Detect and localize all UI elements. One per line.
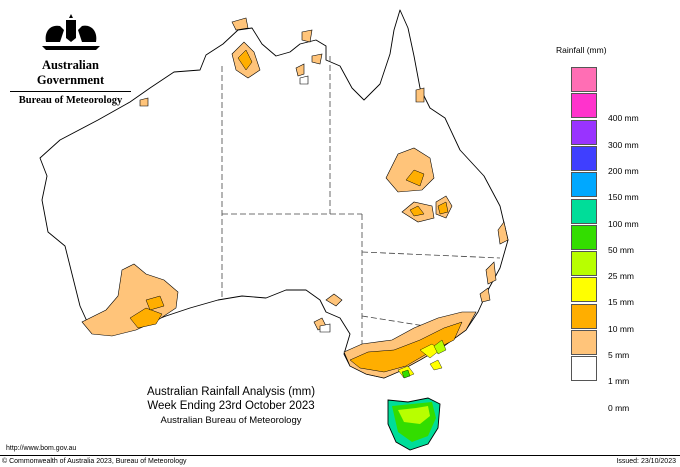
legend-label: 0 mm <box>608 402 630 413</box>
coat-of-arms-icon <box>41 14 100 50</box>
bureau-name: Bureau of Meteorology <box>18 95 123 106</box>
legend-label: 10 mm <box>608 323 634 334</box>
government-name: Australian Government <box>36 58 105 87</box>
legend-swatch <box>571 277 597 303</box>
legend-label: 100 mm <box>608 218 639 229</box>
coastal-islands <box>299 75 331 333</box>
issued-date: Issued: 23/10/2023 <box>616 458 676 465</box>
rain-victoria-heavy <box>397 339 447 379</box>
bom-url: http://www.bom.gov.au <box>6 445 77 452</box>
legend-label: 400 mm <box>608 113 639 124</box>
government-logo: Australian Government Bureau of Meteorol… <box>8 12 133 106</box>
legend-label: 15 mm <box>608 297 634 308</box>
legend-swatch <box>571 172 597 198</box>
legend-swatch <box>571 145 597 171</box>
legend-swatch <box>571 303 597 329</box>
legend-label: 50 mm <box>608 244 634 255</box>
rain-5mm-areas <box>129 49 463 373</box>
title-line-1: Australian Rainfall Analysis (mm) <box>146 386 316 398</box>
legend-swatch <box>571 93 597 119</box>
legend-swatch <box>571 251 597 277</box>
legend-swatch <box>571 198 597 224</box>
legend-label: 5 mm <box>608 350 630 360</box>
copyright-text: © Commonwealth of Australia 2023, Bureau… <box>2 458 187 465</box>
legend-swatch <box>571 356 597 382</box>
legend-swatch <box>571 330 597 355</box>
title-line-2: Week Ending 23rd October 2023 <box>147 400 315 412</box>
legend-title: Rainfall (mm) <box>556 45 607 55</box>
legend-label: 150 mm <box>608 192 639 203</box>
legend-label: 200 mm <box>608 165 639 176</box>
map-title: Australian Rainfall Analysis (mm) Week E… <box>116 386 346 426</box>
tasmania-rain-25 <box>398 406 430 424</box>
legend-swatch <box>571 119 597 145</box>
footer-divider <box>0 455 680 456</box>
legend-swatch <box>571 224 597 250</box>
logo-divider <box>10 91 131 92</box>
legend-label: 1 mm <box>608 376 630 387</box>
legend-swatch <box>571 67 597 92</box>
legend-label: 300 mm <box>608 139 639 150</box>
title-line-3: Australian Bureau of Meteorology <box>160 415 302 426</box>
legend-label: 25 mm <box>608 271 634 282</box>
